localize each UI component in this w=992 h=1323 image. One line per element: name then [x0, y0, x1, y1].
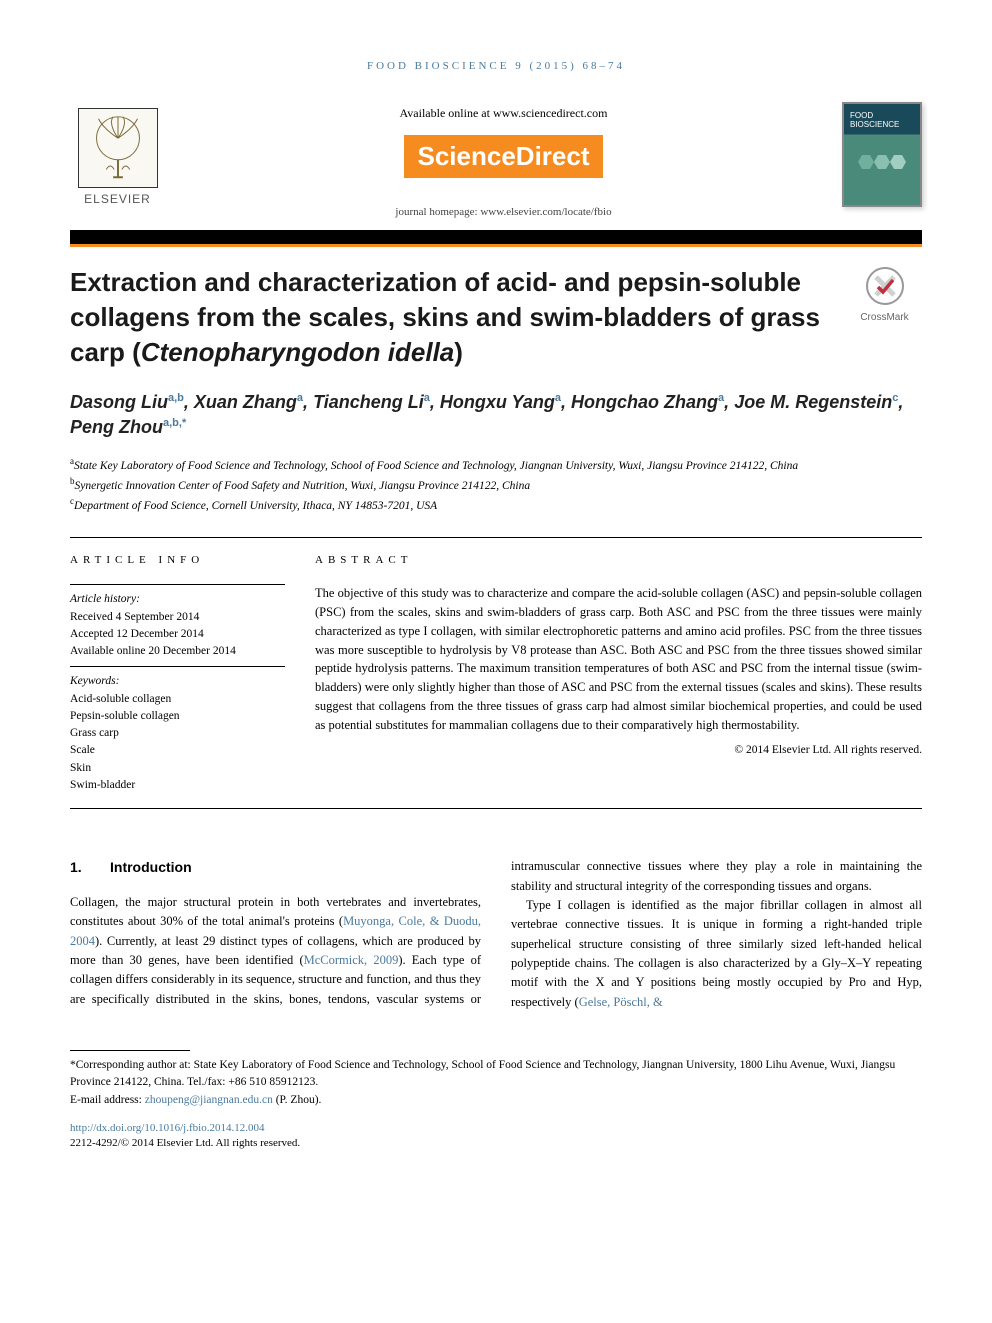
history-received: Received 4 September 2014: [70, 609, 285, 626]
title-text-post: ): [454, 337, 463, 367]
doi-block: http://dx.doi.org/10.1016/j.fbio.2014.12…: [70, 1121, 922, 1152]
affiliations: aState Key Laboratory of Food Science an…: [70, 455, 922, 515]
info-divider: [70, 584, 285, 585]
keyword: Acid-soluble collagen: [70, 691, 285, 708]
citation-link[interactable]: Gelse, Pöschl, &: [579, 995, 663, 1009]
abstract-copyright: © 2014 Elsevier Ltd. All rights reserved…: [315, 742, 922, 759]
corresponding-author-note: *Corresponding author at: State Key Labo…: [70, 1057, 922, 1092]
history-online: Available online 20 December 2014: [70, 643, 285, 660]
keyword: Scale: [70, 742, 285, 759]
article-title: Extraction and characterization of acid-…: [70, 265, 827, 370]
crossmark-label: CrossMark: [847, 312, 922, 323]
journal-cover-title-1: FOOD: [850, 111, 873, 120]
available-online-text: Available online at www.sciencedirect.co…: [185, 106, 822, 121]
keyword: Swim-bladder: [70, 777, 285, 794]
elsevier-logo[interactable]: ELSEVIER: [70, 102, 165, 212]
info-divider: [70, 666, 285, 667]
email-line: E-mail address: zhoupeng@jiangnan.edu.cn…: [70, 1092, 922, 1109]
running-head: FOOD BIOSCIENCE 9 (2015) 68–74: [70, 60, 922, 72]
author[interactable]: Xuan Zhanga: [194, 392, 303, 412]
keyword: Pepsin-soluble collagen: [70, 708, 285, 725]
author-list: Dasong Liua,b, Xuan Zhanga, Tiancheng Li…: [70, 390, 922, 440]
journal-homepage[interactable]: journal homepage: www.elsevier.com/locat…: [185, 206, 822, 218]
article-info-column: ARTICLE INFO Article history: Received 4…: [70, 552, 285, 794]
citation-link[interactable]: McCormick, 2009: [304, 953, 399, 967]
footnote-separator: [70, 1050, 190, 1051]
crossmark-icon: [864, 265, 906, 307]
section-heading-introduction: 1.Introduction: [70, 857, 481, 879]
issn-copyright: 2212-4292/© 2014 Elsevier Ltd. All right…: [70, 1136, 922, 1151]
email-link[interactable]: zhoupeng@jiangnan.edu.cn: [145, 1094, 273, 1106]
history-accepted: Accepted 12 December 2014: [70, 626, 285, 643]
article-info-heading: ARTICLE INFO: [70, 552, 285, 569]
title-species: Ctenopharyngodon idella: [141, 337, 454, 367]
journal-cover-title-2: BIOSCIENCE: [850, 120, 899, 129]
keywords-label: Keywords:: [70, 673, 285, 690]
sciencedirect-logo[interactable]: ScienceDirect: [404, 135, 604, 178]
author[interactable]: Dasong Liua,b: [70, 392, 184, 412]
author[interactable]: Peng Zhoua,b,*: [70, 417, 186, 437]
author[interactable]: Hongxu Yanga: [440, 392, 561, 412]
elsevier-tree-icon: [78, 108, 158, 188]
footnotes: *Corresponding author at: State Key Labo…: [70, 1057, 922, 1109]
affiliation-c: cDepartment of Food Science, Cornell Uni…: [70, 495, 922, 515]
author[interactable]: Joe M. Regensteinc: [734, 392, 898, 412]
history-label: Article history:: [70, 591, 285, 608]
crossmark-badge[interactable]: CrossMark: [847, 265, 922, 323]
body-text: 1.Introduction Collagen, the major struc…: [70, 857, 922, 1012]
section-number: 1.: [70, 857, 110, 879]
affiliation-b: bSynergetic Innovation Center of Food Sa…: [70, 475, 922, 495]
elsevier-wordmark: ELSEVIER: [84, 192, 151, 206]
affiliation-a: aState Key Laboratory of Food Science an…: [70, 455, 922, 475]
keyword: Skin: [70, 760, 285, 777]
abstract-column: ABSTRACT The objective of this study was…: [315, 552, 922, 794]
divider-bar-orange: [70, 244, 922, 247]
body-paragraph: Type I collagen is identified as the maj…: [511, 896, 922, 1012]
abstract-text: The objective of this study was to chara…: [315, 584, 922, 734]
doi-link[interactable]: http://dx.doi.org/10.1016/j.fbio.2014.12…: [70, 1121, 922, 1136]
author[interactable]: Hongchao Zhanga: [571, 392, 724, 412]
journal-cover-thumbnail[interactable]: FOOD BIOSCIENCE: [842, 102, 922, 207]
divider-bar-black: [70, 230, 922, 244]
journal-header: ELSEVIER Available online at www.science…: [70, 102, 922, 218]
keyword: Grass carp: [70, 725, 285, 742]
abstract-heading: ABSTRACT: [315, 552, 922, 569]
section-heading-text: Introduction: [110, 859, 192, 875]
divider-rule: [70, 808, 922, 809]
author[interactable]: Tiancheng Lia: [313, 392, 430, 412]
